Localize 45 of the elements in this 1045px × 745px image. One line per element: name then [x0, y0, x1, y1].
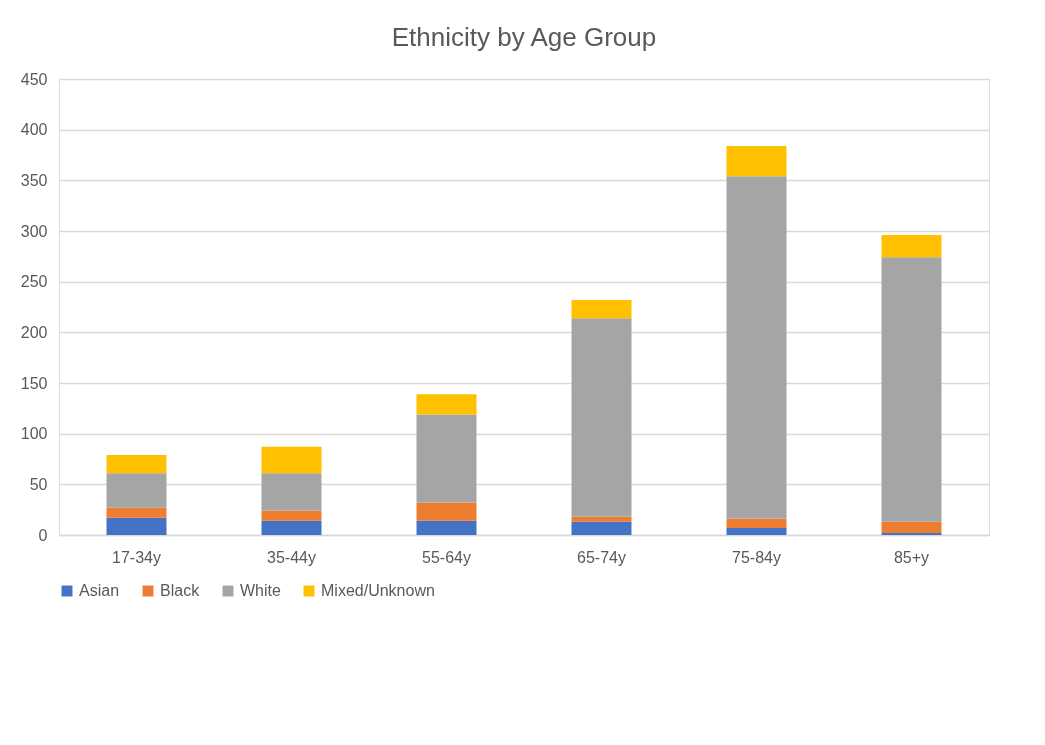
bar — [416, 502, 477, 521]
bar — [881, 532, 942, 535]
bar — [881, 257, 942, 522]
chart-title: Ethnicity by Age Group — [391, 22, 657, 52]
bar — [881, 235, 942, 258]
legend-label: Mixed/Unknown — [321, 582, 435, 599]
bar — [726, 176, 787, 519]
y-tick-label: 400 — [20, 121, 48, 139]
legend-label: Black — [160, 582, 201, 599]
y-tick-label: 50 — [29, 475, 48, 493]
y-tick-label: 0 — [38, 526, 48, 544]
bar — [571, 299, 632, 319]
bar — [571, 516, 632, 522]
y-tick-label: 250 — [20, 273, 48, 291]
bar — [261, 510, 322, 521]
x-tick-label: 35-44y — [267, 548, 316, 566]
bar — [881, 521, 942, 533]
y-tick-label: 200 — [20, 323, 48, 341]
bar — [106, 507, 167, 518]
bar — [106, 517, 167, 535]
bar — [416, 414, 477, 503]
bar — [571, 318, 632, 517]
y-tick-label: 350 — [20, 171, 48, 189]
legend-label: Asian — [79, 582, 120, 599]
y-tick-label: 150 — [20, 374, 48, 392]
y-tick-label: 100 — [20, 425, 48, 443]
bar — [571, 521, 632, 535]
legend-label: White — [240, 582, 281, 599]
x-tick-label: 17-34y — [112, 548, 161, 566]
x-tick-label: 55-64y — [422, 548, 471, 566]
y-tick-label: 300 — [20, 222, 48, 240]
x-tick-label: 85+y — [893, 548, 930, 566]
bar — [261, 473, 322, 511]
x-tick-label: 65-74y — [577, 548, 626, 566]
bar — [416, 520, 477, 535]
bar — [726, 527, 787, 535]
bar — [106, 454, 167, 474]
bar — [726, 145, 787, 177]
bar — [416, 394, 477, 415]
x-tick-label: 75-84y — [732, 548, 781, 566]
bar — [106, 473, 167, 508]
y-tick-label: 450 — [20, 70, 48, 88]
bar — [261, 520, 322, 535]
bar — [261, 446, 322, 474]
bar — [726, 518, 787, 528]
